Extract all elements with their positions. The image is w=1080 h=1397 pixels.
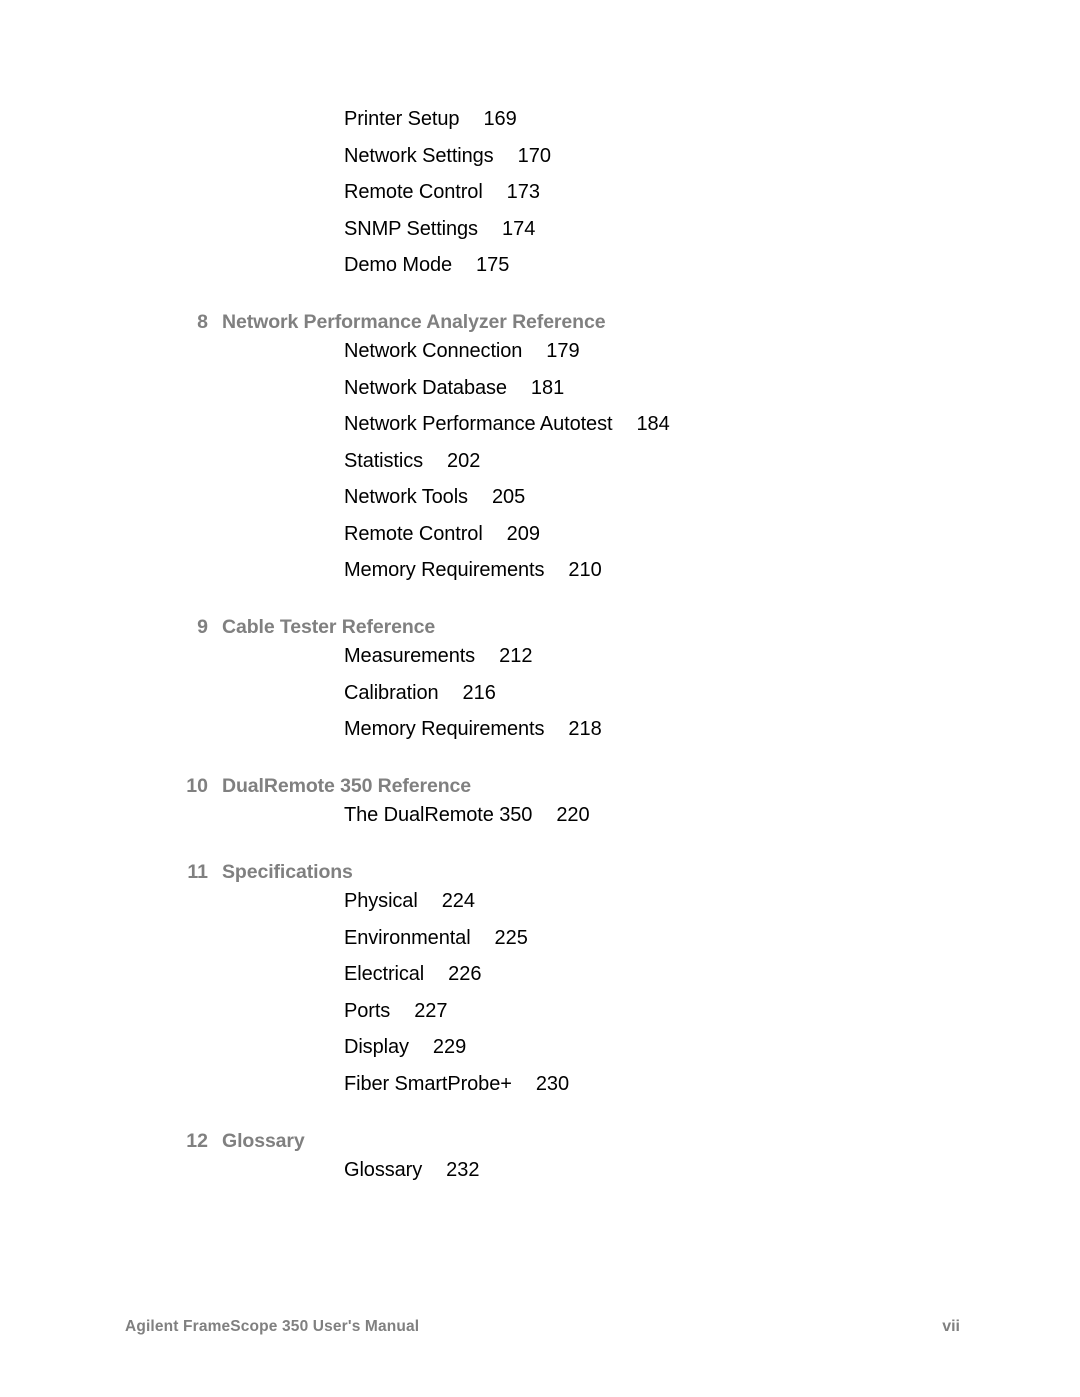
chapter-number: 10 xyxy=(0,775,222,798)
entry-page: 170 xyxy=(518,145,551,168)
toc-entry: Demo Mode 175 xyxy=(0,254,1080,277)
entry-label: Memory Requirements xyxy=(344,559,544,582)
page: Printer Setup 169 Network Settings 170 Remot… xyxy=(0,0,1080,1397)
entry-page: 224 xyxy=(442,890,475,913)
entry-page: 230 xyxy=(536,1073,569,1096)
toc-entry: Network Connection 179 xyxy=(0,340,1080,363)
toc-entry: Remote Control 209 xyxy=(0,523,1080,546)
page-footer: Agilent FrameScope 350 User's Manual vii xyxy=(125,1318,960,1336)
chapter-title: Network Performance Analyzer Reference xyxy=(222,311,605,334)
toc-entry: Memory Requirements 218 xyxy=(0,718,1080,741)
entry-page: 179 xyxy=(546,340,579,363)
entry-page: 229 xyxy=(433,1036,466,1059)
chapter-heading: 8Network Performance Analyzer Reference xyxy=(0,311,1080,334)
entry-page: 220 xyxy=(556,804,589,827)
toc-entry: Network Performance Autotest 184 xyxy=(0,413,1080,436)
footer-doc-title: Agilent FrameScope 350 User's Manual xyxy=(125,1318,419,1336)
toc-entry: Measurements 212 xyxy=(0,645,1080,668)
entry-label: SNMP Settings xyxy=(344,218,478,241)
entry-page: 169 xyxy=(483,108,516,131)
toc-entry: Ports 227 xyxy=(0,1000,1080,1023)
entry-page: 226 xyxy=(448,963,481,986)
chapter-title: Glossary xyxy=(222,1130,305,1153)
toc-entry: Remote Control 173 xyxy=(0,181,1080,204)
chapter-heading: 11Specifications xyxy=(0,861,1080,884)
toc-entry: Physical 224 xyxy=(0,890,1080,913)
entry-page: 202 xyxy=(447,450,480,473)
entry-page: 184 xyxy=(636,413,669,436)
chapter-title: Cable Tester Reference xyxy=(222,616,435,639)
entry-label: Network Connection xyxy=(344,340,522,363)
toc-entry: Network Tools 205 xyxy=(0,486,1080,509)
chapter-heading: 12Glossary xyxy=(0,1130,1080,1153)
entry-label: Environmental xyxy=(344,927,471,950)
entry-label: Display xyxy=(344,1036,409,1059)
entry-label: Glossary xyxy=(344,1159,422,1182)
toc-section: 10DualRemote 350 Reference The DualRemote… xyxy=(0,775,1080,827)
toc-entry: Statistics 202 xyxy=(0,450,1080,473)
toc-entry: Fiber SmartProbe+ 230 xyxy=(0,1073,1080,1096)
entry-page: 227 xyxy=(414,1000,447,1023)
toc-entry: Display 229 xyxy=(0,1036,1080,1059)
entry-label: Ports xyxy=(344,1000,390,1023)
entry-label: Physical xyxy=(344,890,418,913)
footer-page-number: vii xyxy=(942,1318,960,1336)
toc-entry: Glossary 232 xyxy=(0,1159,1080,1182)
entry-label: Memory Requirements xyxy=(344,718,544,741)
entry-label: Network Database xyxy=(344,377,507,400)
chapter-number: 12 xyxy=(0,1130,222,1153)
entry-page: 175 xyxy=(476,254,509,277)
entry-page: 212 xyxy=(499,645,532,668)
entry-label: Network Settings xyxy=(344,145,494,168)
entry-label: The DualRemote 350 xyxy=(344,804,532,827)
entry-label: Remote Control xyxy=(344,181,483,204)
chapter-heading: 10DualRemote 350 Reference xyxy=(0,775,1080,798)
entry-page: 209 xyxy=(507,523,540,546)
toc-entry: Network Settings 170 xyxy=(0,145,1080,168)
entry-label: Demo Mode xyxy=(344,254,452,277)
entry-label: Fiber SmartProbe+ xyxy=(344,1073,512,1096)
entry-page: 174 xyxy=(502,218,535,241)
toc-entry: Printer Setup 169 xyxy=(0,108,1080,131)
chapter-heading: 9Cable Tester Reference xyxy=(0,616,1080,639)
entry-page: 232 xyxy=(446,1159,479,1182)
entry-page: 181 xyxy=(531,377,564,400)
entry-page: 210 xyxy=(568,559,601,582)
toc-section: 9Cable Tester Reference Measurements 212 Ca… xyxy=(0,616,1080,741)
toc-entry: The DualRemote 350 220 xyxy=(0,804,1080,827)
chapter-number: 11 xyxy=(0,861,222,884)
table-of-contents: Printer Setup 169 Network Settings 170 Remot… xyxy=(0,108,1080,1182)
chapter-number: 9 xyxy=(0,616,222,639)
toc-entry: Calibration 216 xyxy=(0,682,1080,705)
entry-label: Statistics xyxy=(344,450,423,473)
entry-label: Calibration xyxy=(344,682,439,705)
entry-page: 218 xyxy=(568,718,601,741)
toc-entry: Environmental 225 xyxy=(0,927,1080,950)
toc-section: 12GlossaryGlossary232 xyxy=(0,1130,1080,1182)
entry-label: Remote Control xyxy=(344,523,483,546)
chapter-title: Specifications xyxy=(222,861,353,884)
toc-entry: SNMP Settings 174 xyxy=(0,218,1080,241)
entry-label: Measurements xyxy=(344,645,475,668)
chapter-title: DualRemote 350 Reference xyxy=(222,775,471,798)
entry-page: 216 xyxy=(463,682,496,705)
toc-section: Printer Setup 169 Network Settings 170 Remot… xyxy=(0,108,1080,277)
entry-label: Electrical xyxy=(344,963,424,986)
toc-section: 8Network Performance Analyzer ReferenceN… xyxy=(0,311,1080,582)
toc-entry: Network Database 181 xyxy=(0,377,1080,400)
toc-section: 11Specifications Physical 224 Environmental… xyxy=(0,861,1080,1096)
toc-entry: Electrical 226 xyxy=(0,963,1080,986)
entry-page: 205 xyxy=(492,486,525,509)
chapter-number: 8 xyxy=(0,311,222,334)
entry-page: 225 xyxy=(495,927,528,950)
entry-label: Network Tools xyxy=(344,486,468,509)
entry-label: Printer Setup xyxy=(344,108,459,131)
entry-label: Network Performance Autotest xyxy=(344,413,612,436)
toc-entry: Memory Requirements 210 xyxy=(0,559,1080,582)
entry-page: 173 xyxy=(507,181,540,204)
